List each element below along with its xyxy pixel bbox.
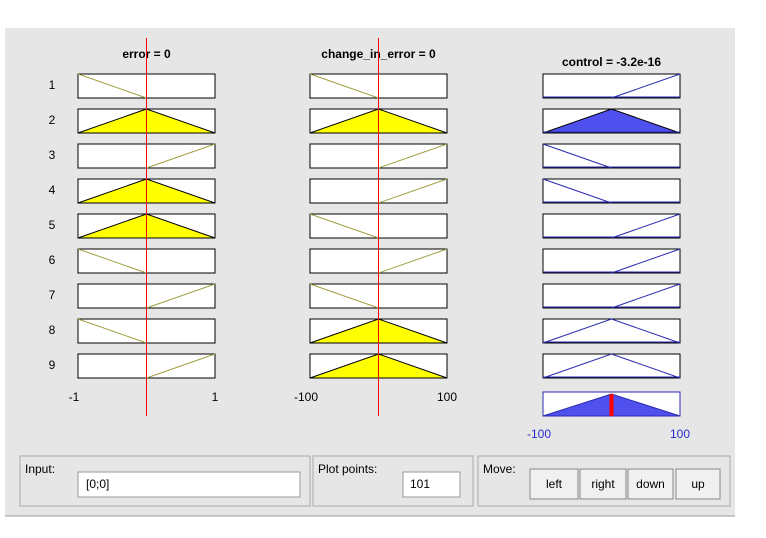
range-max: 100 (670, 427, 690, 441)
mf-box (542, 248, 681, 274)
move-button[interactable] (579, 468, 627, 500)
row-number: 5 (49, 218, 56, 232)
move-button-label[interactable]: right (591, 477, 615, 491)
move-button[interactable] (675, 468, 721, 500)
plot-points-value[interactable]: 101 (410, 477, 430, 491)
mf-line (611, 213, 681, 239)
mf-line (309, 73, 379, 99)
range-min: -100 (294, 390, 318, 404)
row-number: 3 (49, 148, 56, 162)
row-number: 6 (49, 253, 56, 267)
input-value[interactable]: [0;0] (86, 477, 109, 491)
mf-box (542, 213, 681, 239)
mf-line (77, 248, 147, 274)
move-button-label[interactable]: left (546, 477, 563, 491)
row-number: 9 (49, 358, 56, 372)
mf-line (309, 283, 379, 309)
range-max: 100 (437, 390, 457, 404)
mf-box (542, 143, 681, 169)
row-number: 4 (49, 183, 56, 197)
plot-points-label: Plot points: (318, 462, 377, 476)
move-label: Move: (483, 462, 516, 476)
mf-line (611, 283, 681, 309)
move-button[interactable] (529, 468, 579, 500)
mf-box (542, 283, 681, 309)
mf-box (542, 73, 681, 99)
mf-line (542, 318, 681, 344)
column-title: control = -3.2e-16 (562, 55, 661, 69)
plot-points-field[interactable] (402, 471, 461, 498)
row-number: 8 (49, 323, 56, 337)
mf-line (378, 178, 448, 204)
mf-line (77, 318, 147, 344)
move-button[interactable] (627, 468, 674, 500)
mf-line (611, 73, 681, 99)
mf-line (77, 73, 147, 99)
mf-box (542, 318, 681, 344)
output-marker (609, 394, 614, 416)
mf-line (378, 143, 448, 169)
mf-line (542, 143, 612, 169)
mf-line (542, 178, 612, 204)
mf-line (378, 248, 448, 274)
mf-box (542, 178, 681, 204)
mf-line (146, 143, 216, 169)
mf-line (146, 283, 216, 309)
mf-box (542, 353, 681, 379)
row-number: 2 (49, 113, 56, 127)
mf-fired (542, 108, 681, 134)
mf-line (611, 248, 681, 274)
mf-line (146, 353, 216, 379)
range-min: -100 (527, 427, 551, 441)
range-min: -1 (69, 390, 80, 404)
mf-line (309, 213, 379, 239)
input-field[interactable] (77, 471, 301, 498)
row-number: 7 (49, 288, 56, 302)
move-button-label[interactable]: down (636, 477, 665, 491)
mf-line (542, 353, 681, 379)
input-label: Input: (25, 462, 55, 476)
row-number: 1 (49, 78, 56, 92)
range-max: 1 (212, 390, 219, 404)
move-button-label[interactable]: up (691, 477, 705, 491)
